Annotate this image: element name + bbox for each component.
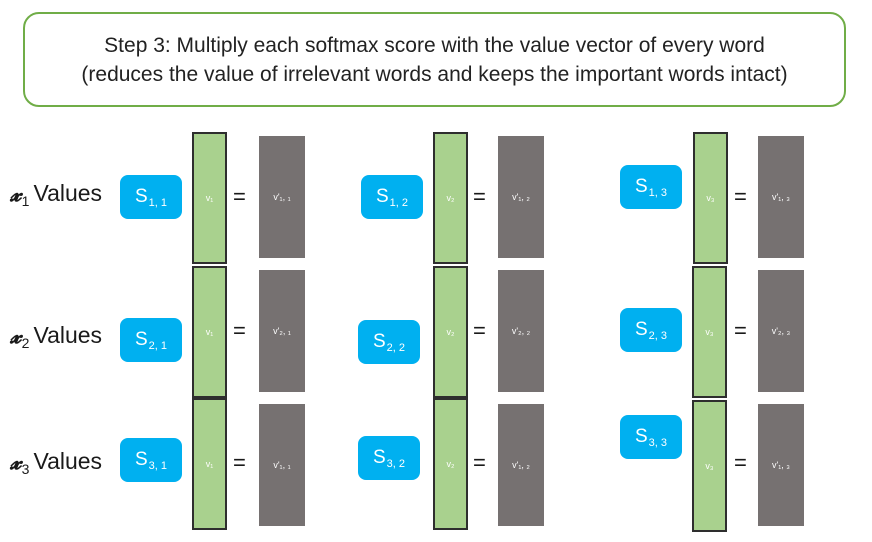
- equals-sign: =: [233, 450, 246, 475]
- result-vector-v21: v'₂, ₁: [259, 270, 305, 392]
- value-vector-label: v₁: [205, 327, 214, 337]
- score-main: S: [634, 319, 648, 340]
- score-sub: 2, 3: [648, 330, 668, 342]
- score-s22: S 2, 2: [358, 320, 420, 364]
- row-label-x1: 𝔁 1 Values: [10, 180, 103, 209]
- score-main: S: [372, 447, 386, 468]
- result-vector-v31: v'₁, ₁: [259, 404, 305, 526]
- score-sub: 1, 1: [148, 197, 168, 209]
- result-vector-label: v'₁, ₃: [772, 192, 790, 202]
- row-label-x3: 𝔁 3 Values: [10, 448, 103, 477]
- value-vector-label: v₂: [446, 193, 455, 203]
- value-vector-label: v₁: [205, 459, 214, 469]
- equals-sign: =: [473, 450, 486, 475]
- score-sub: 1, 2: [389, 197, 409, 209]
- score-sub: 1, 3: [648, 187, 668, 199]
- value-vector-v2: v₂: [433, 266, 468, 398]
- value-vector-label: v₂: [446, 327, 455, 337]
- score-sub: 3, 1: [148, 460, 168, 472]
- result-vector-label: v'₂, ₃: [771, 326, 791, 336]
- row-label-text: Values: [33, 322, 103, 348]
- row-label-text: Values: [33, 448, 103, 474]
- result-vector-label: v'₁, ₂: [512, 192, 530, 202]
- score-sub: 3, 3: [648, 437, 668, 449]
- result-vector-label: v'₂, ₂: [511, 326, 531, 336]
- score-main: S: [134, 186, 148, 207]
- score-s23: S 2, 3: [620, 308, 682, 352]
- result-vector-v32: v'₁, ₂: [498, 404, 544, 526]
- value-vector-v3: v₃: [693, 132, 728, 264]
- equals-sign: =: [473, 184, 486, 209]
- score-s13: S 1, 3: [620, 165, 682, 209]
- title-box: Step 3: Multiply each softmax score with…: [23, 12, 846, 107]
- equals-sign: =: [734, 184, 747, 209]
- x-subscript: 2: [21, 335, 30, 351]
- result-vector-label: v'₁, ₂: [512, 460, 530, 470]
- score-s12: S 1, 2: [361, 175, 423, 219]
- title-line-2: (reduces the value of irrelevant words a…: [81, 62, 788, 86]
- result-vector-v13: v'₁, ₃: [758, 136, 804, 258]
- equals-sign: =: [734, 450, 747, 475]
- value-vector-v1: v₁: [192, 132, 227, 264]
- x-subscript: 3: [21, 461, 30, 477]
- score-sub: 2, 2: [386, 342, 406, 354]
- result-vector-label: v'₂, ₁: [273, 326, 291, 336]
- score-s21: S 2, 1: [120, 318, 182, 362]
- value-vector-label: v₃: [705, 461, 714, 471]
- score-s32: S 3, 2: [358, 436, 420, 480]
- value-vector-label: v₃: [706, 193, 715, 203]
- x-symbol: 𝔁: [10, 323, 22, 349]
- result-vector-v11: v'₁, ₁: [259, 136, 305, 258]
- result-vector-label: v'₁, ₁: [273, 192, 291, 202]
- score-s33: S 3, 3: [620, 415, 682, 459]
- value-vector-v2: v₂: [433, 398, 468, 530]
- x-subscript: 1: [21, 193, 30, 209]
- score-s11: S 1, 1: [120, 175, 182, 219]
- score-main: S: [372, 331, 386, 352]
- result-vector-v23: v'₂, ₃: [758, 270, 804, 392]
- result-vector-v22: v'₂, ₂: [498, 270, 544, 392]
- equals-sign: =: [473, 318, 486, 343]
- equals-sign: =: [734, 318, 747, 343]
- value-vector-label: v₃: [705, 327, 714, 337]
- value-vector-label: v₂: [446, 459, 455, 469]
- value-vector-v1: v₁: [192, 266, 227, 398]
- row-label-text: Values: [33, 180, 103, 206]
- score-sub: 3, 2: [386, 458, 406, 470]
- score-main: S: [634, 426, 648, 447]
- score-main: S: [134, 449, 148, 470]
- score-main: S: [375, 186, 389, 207]
- value-vector-v2: v₂: [433, 132, 468, 264]
- row-label-x2: 𝔁 2 Values: [10, 322, 103, 351]
- x-symbol: 𝔁: [10, 181, 22, 207]
- score-main: S: [634, 176, 648, 197]
- result-vector-label: v'₁, ₃: [772, 460, 790, 470]
- score-main: S: [134, 329, 148, 350]
- value-vector-v3: v₃: [692, 400, 727, 532]
- result-vector-v12: v'₁, ₂: [498, 136, 544, 258]
- score-sub: 2, 1: [148, 340, 168, 352]
- title-line-1: Step 3: Multiply each softmax score with…: [104, 33, 765, 57]
- value-vector-v1: v₁: [192, 398, 227, 530]
- value-vector-v3: v₃: [692, 266, 727, 398]
- result-vector-v33: v'₁, ₃: [758, 404, 804, 526]
- equals-sign: =: [233, 318, 246, 343]
- equals-sign: =: [233, 184, 246, 209]
- result-vector-label: v'₁, ₁: [273, 460, 291, 470]
- value-vector-label: v₁: [205, 193, 214, 203]
- score-s31: S 3, 1: [120, 438, 182, 482]
- x-symbol: 𝔁: [10, 449, 22, 475]
